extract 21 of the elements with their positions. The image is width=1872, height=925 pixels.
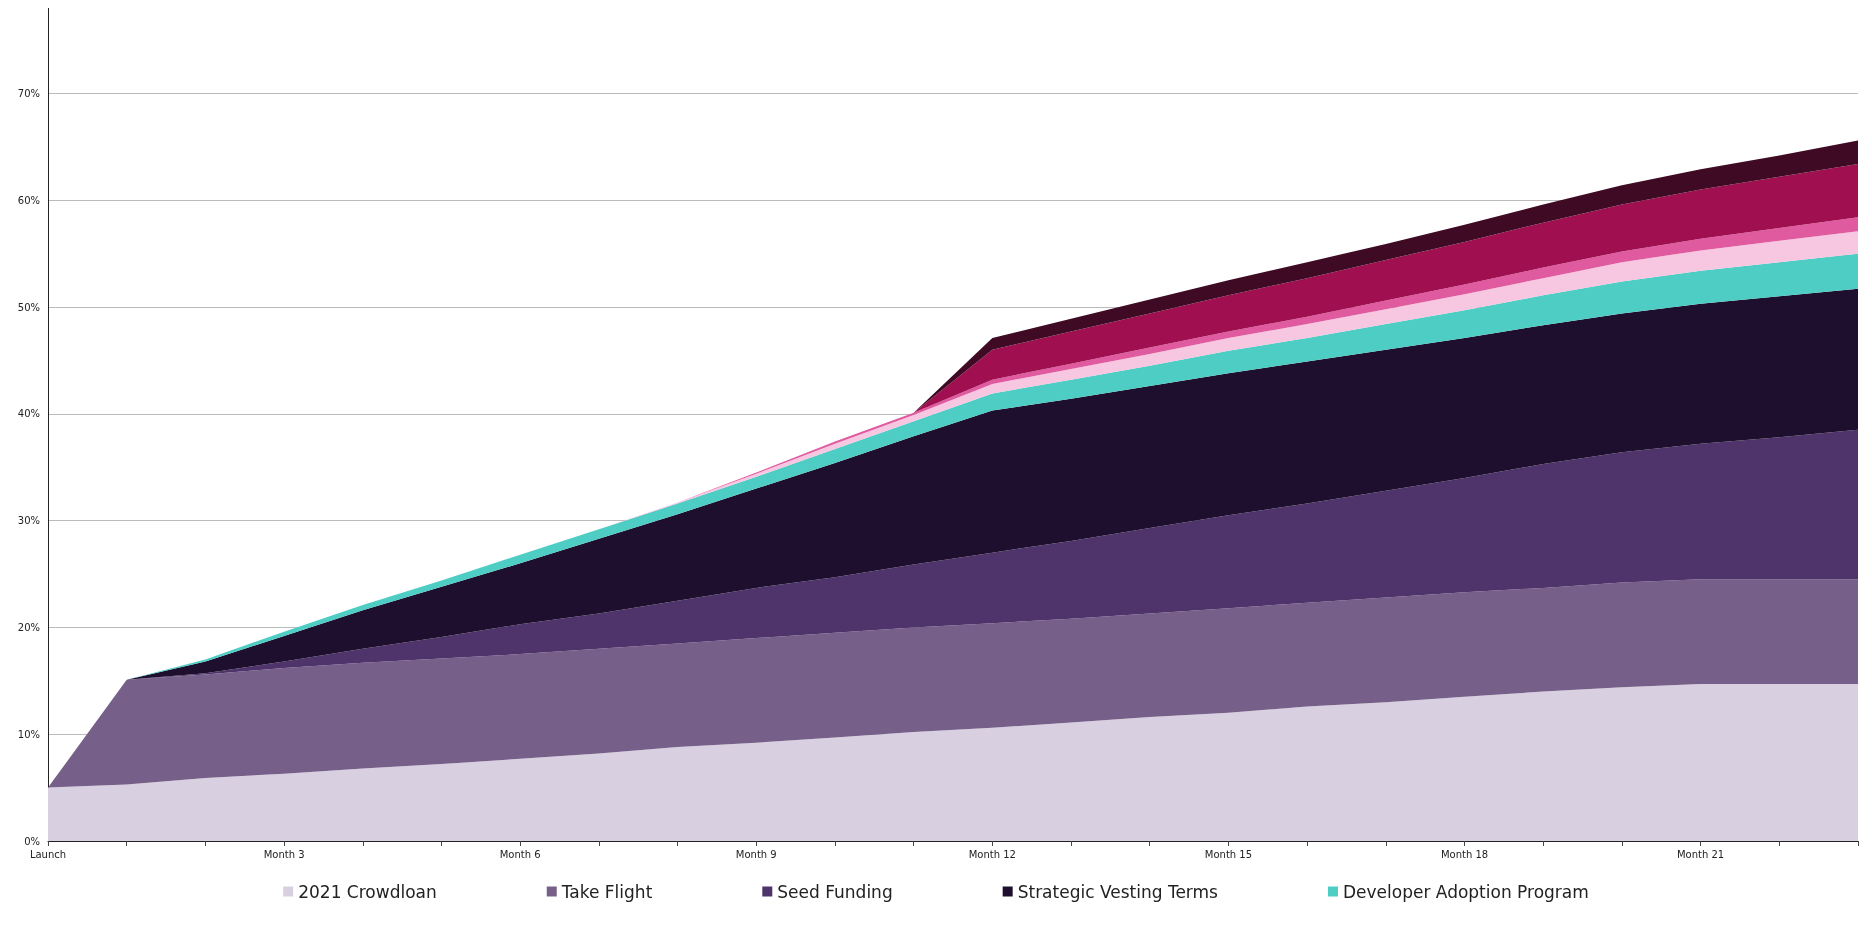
y-tick-label: 70% bbox=[17, 87, 40, 99]
x-tick-label: Month 21 bbox=[1676, 848, 1725, 860]
x-tick-label: Month 6 bbox=[499, 848, 541, 860]
x-tick-label: Launch bbox=[29, 848, 67, 860]
legend-label: Developer Adoption Program bbox=[1342, 881, 1589, 902]
legend-label: Take Flight bbox=[560, 881, 653, 902]
y-tick-label: 40% bbox=[17, 408, 40, 420]
legend-label: Seed Funding bbox=[777, 881, 893, 902]
legend-label: Strategic Vesting Terms bbox=[1017, 881, 1219, 902]
x-tick-label: Month 18 bbox=[1440, 848, 1489, 860]
x-tick-label: Month 3 bbox=[263, 848, 305, 860]
y-tick-label: 20% bbox=[17, 621, 40, 633]
x-tick-label: Month 9 bbox=[735, 848, 777, 860]
x-tick-label: Month 12 bbox=[968, 848, 1016, 860]
y-tick-label: 60% bbox=[17, 194, 40, 206]
y-tick-label: 10% bbox=[17, 728, 40, 740]
y-tick-label: 30% bbox=[17, 515, 40, 527]
y-tick-label: 50% bbox=[17, 301, 40, 313]
y-tick-label: 0% bbox=[24, 835, 40, 847]
x-tick-label: Month 15 bbox=[1204, 848, 1253, 860]
legend-label: 2021 Crowdloan bbox=[298, 881, 437, 902]
